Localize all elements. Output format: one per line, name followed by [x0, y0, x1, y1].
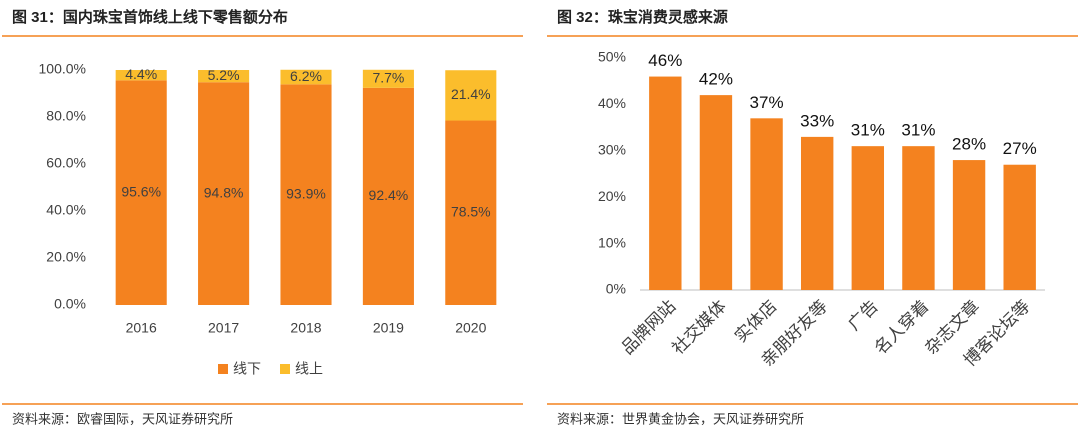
x-tick-label: 社交媒体 — [668, 297, 730, 359]
data-label: 42% — [699, 70, 733, 89]
data-label: 7.7% — [372, 70, 404, 86]
x-tick-label: 广告 — [844, 297, 881, 334]
data-label: 6.2% — [290, 68, 322, 84]
x-tick-label: 2020 — [455, 320, 486, 336]
data-label: 33% — [800, 111, 834, 130]
data-label: 37% — [750, 93, 784, 112]
data-label: 5.2% — [208, 67, 240, 83]
x-tick-label: 实体店 — [731, 297, 780, 346]
y-tick-label: 0.0% — [54, 296, 86, 312]
y-tick-label: 40.0% — [46, 202, 86, 218]
bar-segment — [115, 70, 167, 81]
x-tick-label: 品牌网站 — [618, 297, 680, 359]
bar-segment — [198, 70, 250, 83]
bar — [902, 146, 935, 290]
data-label: 27% — [1003, 139, 1037, 158]
bar — [1003, 164, 1036, 290]
data-label: 31% — [851, 121, 885, 140]
data-label: 4.4% — [125, 66, 157, 82]
bar — [699, 95, 733, 291]
legend-swatch — [218, 364, 228, 374]
y-tick-label: 10% — [598, 234, 626, 250]
bar-segment — [280, 84, 332, 306]
data-label: 21.4% — [451, 86, 491, 102]
bar — [800, 136, 834, 290]
data-label: 93.9% — [286, 185, 326, 201]
bar — [649, 76, 682, 290]
y-tick-label: 100.0% — [39, 61, 86, 77]
x-tick-label: 名人穿着 — [871, 297, 933, 359]
bar — [750, 118, 783, 290]
x-tick-label: 2018 — [290, 320, 321, 336]
data-label: 28% — [952, 135, 986, 154]
y-tick-label: 60.0% — [46, 155, 86, 171]
bar — [851, 146, 885, 290]
data-label: 46% — [648, 51, 682, 70]
bar — [952, 160, 986, 290]
data-label: 78.5% — [451, 203, 491, 219]
y-tick-label: 80.0% — [46, 108, 86, 124]
data-label: 95.6% — [121, 183, 161, 199]
data-label: 92.4% — [369, 187, 409, 203]
bar-segment — [362, 87, 414, 305]
x-tick-label: 2019 — [373, 320, 404, 336]
y-tick-label: 20.0% — [46, 249, 86, 265]
legend-label: 线下 — [233, 361, 261, 377]
bar-segment — [115, 80, 167, 305]
y-tick-label: 20% — [598, 188, 626, 204]
y-tick-label: 40% — [598, 95, 626, 111]
bar-segment — [280, 69, 332, 85]
chart-title: 图 31：国内珠宝首饰线上线下零售额分布 — [12, 8, 288, 26]
bar-segment — [362, 69, 414, 88]
legend-swatch — [280, 364, 290, 374]
source: 资料来源：欧睿国际，天风证券研究所 — [12, 411, 233, 426]
bar-segment — [445, 120, 497, 306]
y-tick-label: 50% — [598, 49, 626, 65]
bar-segment — [198, 82, 250, 305]
data-label: 31% — [901, 121, 935, 140]
chart-title: 图 32：珠宝消费灵感来源 — [557, 8, 728, 26]
y-tick-label: 0% — [606, 281, 626, 297]
bar-segment — [445, 70, 497, 121]
x-tick-label: 2016 — [126, 320, 157, 336]
legend-label: 线上 — [295, 361, 323, 377]
source: 资料来源：世界黄金协会，天风证券研究所 — [557, 411, 804, 426]
data-label: 94.8% — [204, 184, 244, 200]
x-tick-label: 2017 — [208, 320, 239, 336]
y-tick-label: 30% — [598, 142, 626, 158]
